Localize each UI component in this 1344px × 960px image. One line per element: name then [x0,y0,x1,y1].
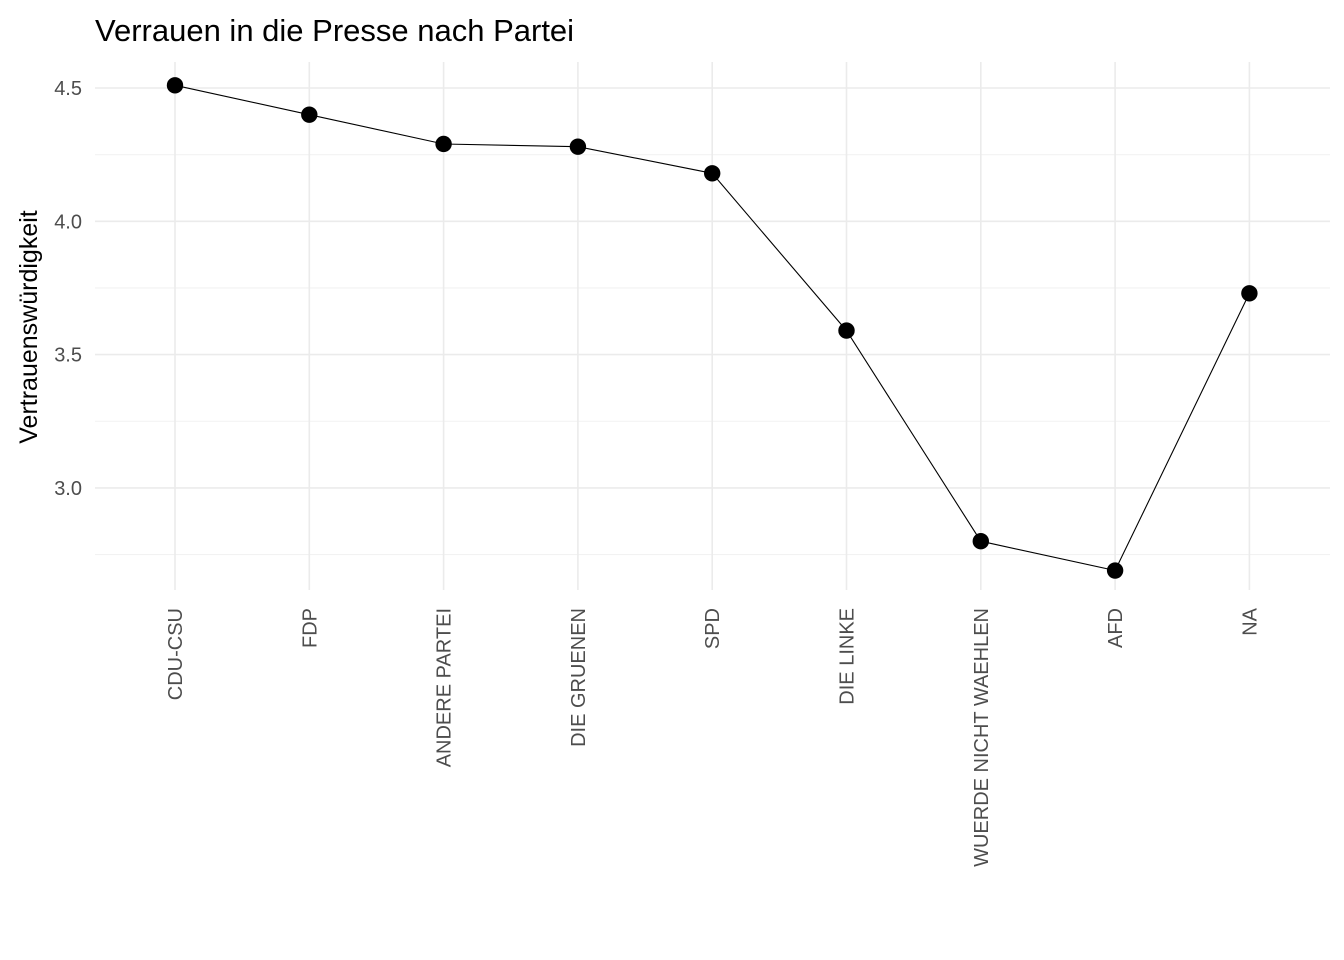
x-axis-ticks: CDU-CSU FDP ANDERE PARTEI DIE GRUENEN SPD DIE… [165,607,1261,867]
data-point-1 [166,77,184,94]
x-tick-label: FDP [299,608,321,648]
y-tick-label: 3.0 [54,478,82,500]
chart-title: Verrauen in die Presse nach Partei [95,13,574,48]
x-tick-label: ANDERE PARTEI [434,608,456,767]
y-tick-label: 4.0 [54,211,82,233]
data-point-8 [1106,562,1124,579]
x-tick-label: SPD [702,608,724,649]
data-point-9 [1241,285,1258,302]
y-axis-title: Vertrauenswürdigkeit [15,210,43,444]
data-series [166,77,1258,579]
data-point-7 [972,533,989,550]
x-tick-label: CDU-CSU [165,608,187,700]
data-point-4 [569,138,587,155]
y-axis-ticks: 3.0 3.5 4.0 4.5 [54,78,82,500]
data-point-2 [301,106,318,123]
x-tick-label: DIE LINKE [837,608,859,705]
data-point-5 [704,165,721,182]
major-gridlines [95,62,1330,590]
x-tick-label: WUERDE NICHT WAEHLEN [971,608,993,867]
x-tick-label: NA [1239,607,1261,635]
data-point-6 [838,322,855,339]
x-tick-label: DIE GRUENEN [568,608,590,747]
y-tick-label: 3.5 [54,345,82,367]
data-point-3 [435,135,452,153]
x-tick-label: AFD [1105,608,1127,648]
y-tick-label: 4.5 [54,78,82,100]
